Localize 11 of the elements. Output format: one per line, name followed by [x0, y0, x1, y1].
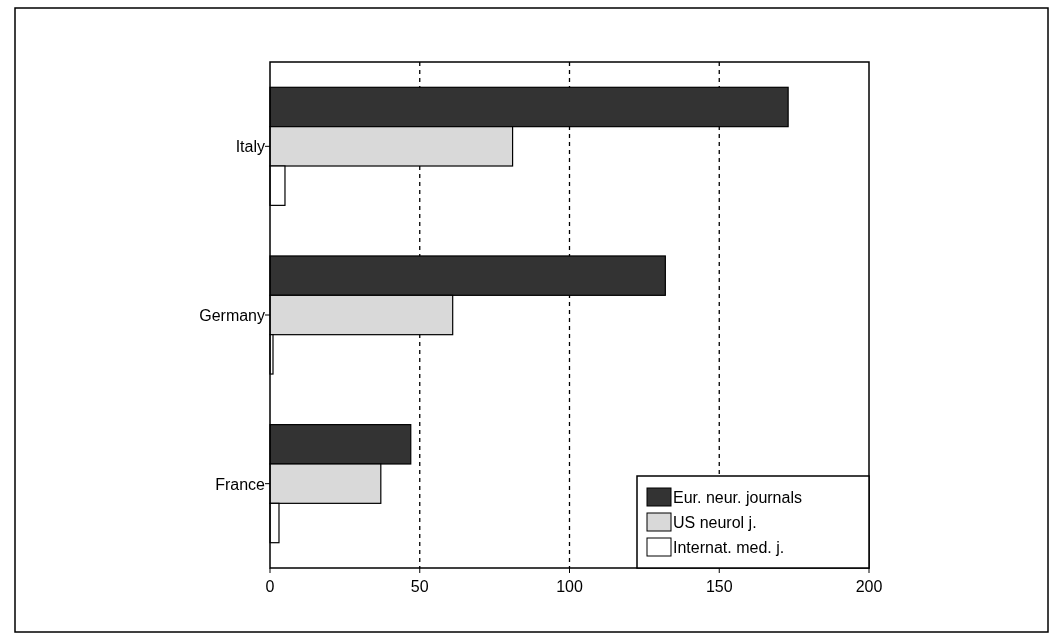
- y-tick-label: France: [215, 475, 266, 493]
- x-tick-label: 0: [265, 578, 275, 595]
- y-tick-label: Germany: [199, 307, 265, 324]
- x-tick-label: 200: [855, 578, 883, 595]
- legend-label: Eur. neur. journals: [673, 489, 802, 506]
- x-tick-label: 150: [705, 578, 733, 595]
- y-tick-label: Italy: [235, 138, 265, 156]
- x-tick-label: 50: [410, 578, 429, 595]
- legend-label: Internat. med. j.: [673, 539, 785, 556]
- legend-label: US neurol j.: [673, 514, 757, 531]
- x-tick-label: 100: [556, 578, 583, 595]
